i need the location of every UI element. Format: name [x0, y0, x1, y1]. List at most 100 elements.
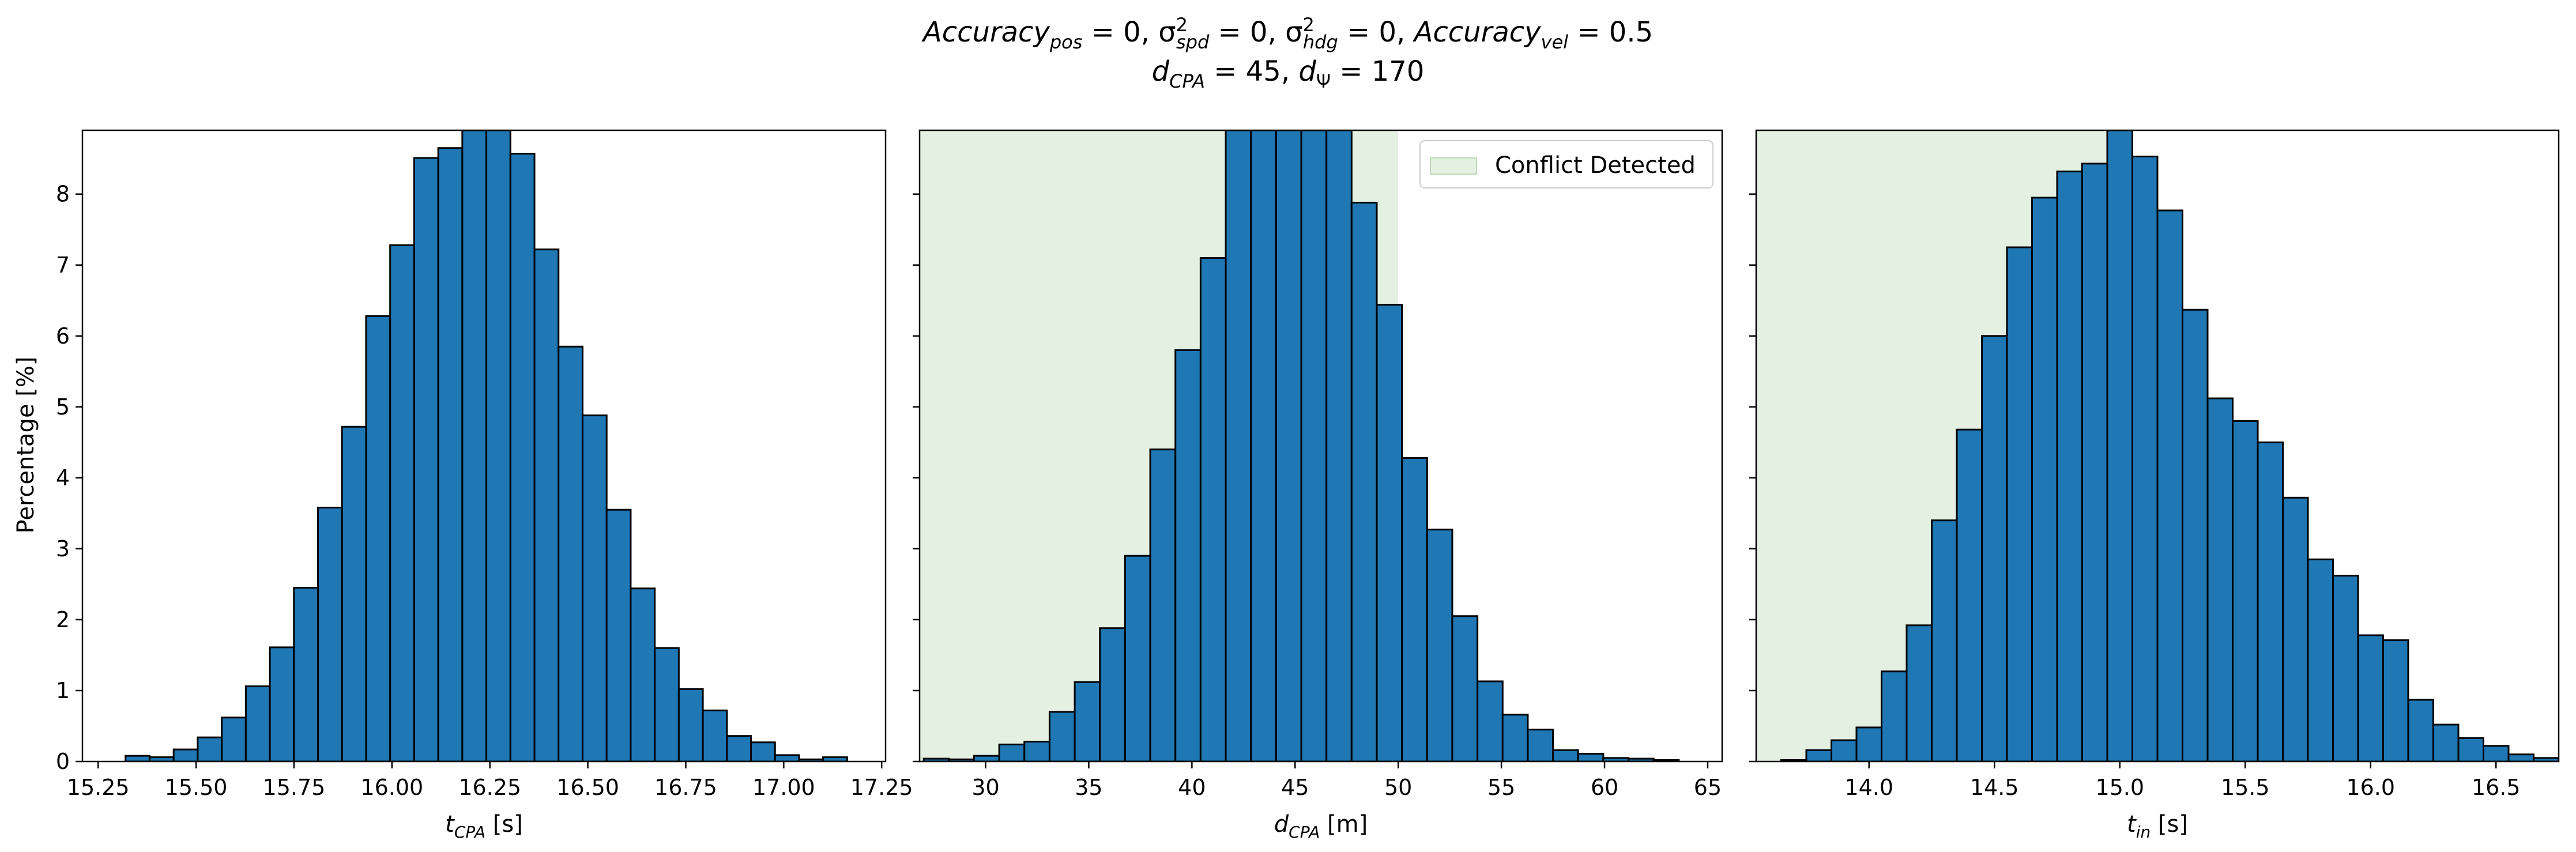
- histogram-bar: [2006, 246, 2033, 761]
- y-tick-label: 5: [56, 394, 70, 420]
- x-axis-label: tCPA [s]: [445, 811, 523, 842]
- histogram-bar: [2332, 575, 2359, 761]
- histogram-bar: [1426, 529, 1453, 761]
- plot-area: [920, 130, 1680, 761]
- y-tick-label: 7: [56, 252, 70, 278]
- y-tick-label: 3: [56, 536, 70, 561]
- figure-title-line-2: dCPA = 45, dΨ = 170: [1152, 55, 1425, 92]
- x-tick-label: 15.5: [2221, 775, 2270, 800]
- histogram-bar: [413, 157, 439, 761]
- plot-area: [1756, 130, 2559, 761]
- x-tick-label: 35: [1075, 775, 1102, 800]
- panel-t-in: 14.0 14.5 15.0 15.5 16.0 16.5 tin [s]: [1749, 129, 2560, 842]
- x-tick-label: 17.00: [752, 775, 815, 800]
- histogram-bar: [1250, 130, 1277, 761]
- histogram-bar: [2156, 209, 2183, 761]
- histogram-bar: [341, 425, 367, 761]
- x-tick-label: 16.25: [458, 775, 521, 800]
- x-axis-label: dCPA [m]: [1274, 811, 1368, 842]
- histogram-bar: [2307, 558, 2334, 761]
- x-tick-label: 30: [971, 775, 999, 800]
- axes-frame: [1755, 129, 2560, 763]
- x-tick-label: 16.50: [556, 775, 619, 800]
- histogram-bar: [1149, 448, 1177, 761]
- legend-label: Conflict Detected: [1495, 152, 1696, 179]
- histogram-bar: [2206, 397, 2234, 761]
- histogram-bar: [1376, 304, 1403, 761]
- histogram-bar: [244, 685, 271, 761]
- x-tick-label: 16.75: [654, 775, 717, 800]
- histogram-bar: [2056, 170, 2083, 761]
- y-axis-label: Percentage [%]: [13, 357, 39, 534]
- histogram-bar: [1174, 349, 1202, 761]
- x-tick-label: 40: [1178, 775, 1206, 800]
- histogram-bar: [1501, 714, 1529, 761]
- histogram-bar: [125, 755, 150, 761]
- histogram-bar: [1451, 615, 1479, 761]
- legend-swatch: [1430, 157, 1477, 175]
- histogram-bar: [1199, 257, 1227, 761]
- x-tick-label: 15.25: [67, 775, 130, 800]
- x-tick-label: 15.75: [263, 775, 326, 800]
- y-tick-label: 8: [56, 182, 70, 207]
- histogram-bar: [2507, 753, 2534, 761]
- histogram-bar: [998, 743, 1026, 761]
- axes-frame: [81, 129, 887, 763]
- histogram-bar: [677, 688, 704, 761]
- histogram-bar: [1981, 335, 2008, 761]
- histogram-bar: [461, 130, 488, 761]
- x-tick-label: 55: [1487, 775, 1515, 800]
- histogram-bar: [1275, 130, 1302, 761]
- histogram-bar: [973, 755, 1000, 761]
- histogram-bar: [1805, 749, 1832, 761]
- histogram-bar: [654, 647, 680, 761]
- histogram-bar: [2483, 745, 2510, 761]
- x-tick-label: 60: [1591, 775, 1618, 800]
- x-tick-label: 50: [1384, 775, 1412, 800]
- histogram-bar: [1300, 130, 1328, 761]
- y-tick-label: 0: [56, 749, 70, 774]
- histogram-bar: [2558, 757, 2559, 761]
- histogram-bar: [2432, 723, 2460, 761]
- histogram-bar: [1881, 670, 1908, 761]
- legend: Conflict Detected: [1419, 140, 1713, 189]
- x-axis-label: tin [s]: [2127, 811, 2188, 842]
- histogram-bar: [605, 508, 632, 761]
- histogram-bar: [1350, 201, 1378, 761]
- x-tick-label: 65: [1694, 775, 1722, 800]
- histogram-bar: [365, 315, 391, 761]
- histogram-bar: [702, 709, 728, 761]
- histogram-bar: [2357, 634, 2384, 761]
- histogram-bar: [293, 587, 319, 761]
- histogram-bar: [1831, 739, 1858, 761]
- histogram-bar: [1225, 130, 1252, 761]
- histogram-bar: [1477, 680, 1504, 761]
- histogram-bar: [2131, 156, 2159, 761]
- histogram-bar: [2182, 308, 2209, 761]
- histogram-bar: [630, 587, 656, 761]
- histogram-bar: [1124, 555, 1151, 761]
- histogram-bar: [533, 248, 560, 761]
- figure-title-line-1: Accuracypos = 0, σ2 spd = 0, σ2 hdg = 0, A…: [921, 14, 1653, 53]
- histogram-bar: [2382, 639, 2409, 761]
- x-tick-label: 15.50: [165, 775, 228, 800]
- histogram-bar: [726, 735, 752, 761]
- histogram-bar: [1325, 130, 1353, 761]
- histogram-bar: [485, 130, 511, 761]
- histogram-bar: [1023, 741, 1050, 761]
- y-tick-label: 1: [56, 678, 70, 703]
- histogram-bar: [1855, 726, 1882, 761]
- histogram-bar: [221, 717, 247, 761]
- y-tick-label: 4: [56, 465, 70, 491]
- x-tick-label: 16.0: [2346, 775, 2395, 800]
- histogram-bar: [2232, 420, 2259, 761]
- legend-box: [1419, 140, 1713, 189]
- histogram-bar: [1905, 624, 1933, 761]
- histogram-bar: [1099, 627, 1126, 761]
- y-tick-label: 2: [56, 607, 70, 632]
- histogram-bar: [1527, 729, 1554, 761]
- histogram-bar: [1048, 711, 1076, 761]
- histogram-bar: [509, 153, 536, 761]
- histogram-bar: [581, 414, 608, 761]
- histogram-bar: [2106, 130, 2133, 761]
